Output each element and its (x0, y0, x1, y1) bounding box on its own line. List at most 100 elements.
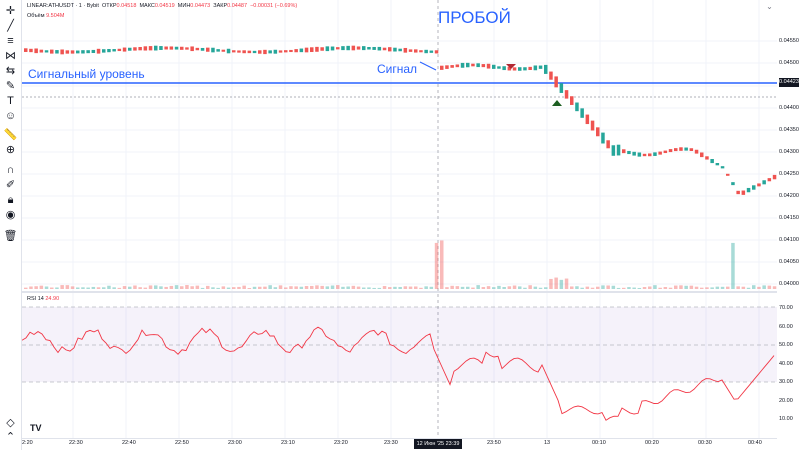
candle (258, 50, 262, 54)
candle (195, 47, 200, 51)
chevron-down-icon[interactable]: ⌄ (766, 2, 773, 11)
volume-bar (252, 286, 257, 289)
volume-bar (398, 286, 402, 289)
candle (523, 67, 527, 71)
volume-bar (627, 287, 631, 289)
volume-bar (637, 287, 642, 289)
volume-bar (336, 285, 340, 289)
drawing-toolbar: ✛ ╱ ≡ ⋈ ⇆ ✎ T ☺ 📏 ⊕ ∩ ✐ 🔒︎ ◉ 🗑︎ ◇ ⌃ (0, 0, 22, 450)
crosshair-time-label: 12 Июн '25 23:39 (414, 439, 462, 449)
candle (679, 147, 683, 151)
candle (663, 150, 668, 154)
volume-bar (143, 287, 148, 289)
volume-bar (642, 287, 647, 289)
lock-icon[interactable]: 🔒︎ (7, 194, 14, 206)
volume-bar (268, 285, 272, 289)
volume-bar (294, 286, 298, 289)
volume-bar (200, 287, 205, 289)
candle (497, 66, 501, 69)
candle (424, 49, 428, 54)
annotation-level-label[interactable]: Сигнальный уровень (28, 67, 145, 81)
price-axis[interactable] (777, 0, 800, 450)
time-axis[interactable] (22, 438, 777, 451)
volume-bar (466, 286, 470, 289)
signal-arrow (419, 61, 437, 71)
volume-bar (356, 286, 361, 289)
volume-bar (44, 286, 49, 289)
candle (242, 50, 246, 54)
volume-bar (408, 286, 413, 289)
candle (336, 47, 340, 50)
rsi-legend[interactable]: RSI 14 24.90 (27, 296, 59, 302)
volume-bar (112, 287, 116, 289)
volume-bar (263, 286, 267, 289)
candle (471, 63, 475, 67)
volume-bar (102, 287, 106, 289)
candle (653, 152, 657, 156)
magnet-icon[interactable]: ∩ (6, 164, 15, 176)
candle (512, 67, 517, 71)
annotation-title[interactable]: ПРОБОЙ (438, 8, 511, 27)
candle (29, 48, 33, 53)
volume-bar (284, 287, 288, 289)
fib-icon[interactable]: ≡ (7, 35, 14, 47)
rsi-tick: 50.00 (779, 342, 793, 348)
zoom-icon[interactable]: ⊕ (5, 144, 16, 156)
symbol-name[interactable]: LINEAR:ATHUSDT · 1 · Bybit (27, 3, 99, 9)
volume-bars (24, 240, 777, 289)
volume-bar (460, 286, 465, 289)
candle (627, 150, 631, 155)
volume-bar (310, 285, 314, 289)
collapse-icon[interactable]: ⌃ (5, 431, 16, 443)
close-value: 0.04487 (227, 3, 248, 9)
candle (752, 185, 756, 190)
candle (616, 144, 621, 156)
eye-icon[interactable]: ◉ (5, 209, 16, 221)
layers-icon[interactable]: ◇ (6, 417, 15, 429)
price-tick: 0.04050 (779, 259, 799, 265)
candle (632, 151, 636, 156)
volume-bar (148, 285, 153, 289)
stay-drawing-icon[interactable]: ✐ (5, 179, 16, 191)
candle (481, 64, 486, 68)
tradingview-logo-icon[interactable]: TV (30, 423, 42, 433)
candle (445, 65, 449, 69)
candle (107, 48, 111, 53)
prediction-icon[interactable]: ⇆ (5, 65, 16, 77)
crosshair-icon[interactable]: ✛ (5, 5, 16, 17)
ruler-icon[interactable]: 📏 (3, 129, 18, 141)
candle (180, 46, 184, 50)
trash-icon[interactable]: 🗑︎ (3, 230, 18, 242)
pattern-icon[interactable]: ⋈ (5, 50, 16, 62)
brush-icon[interactable]: ✎ (5, 80, 16, 92)
candle (60, 49, 64, 55)
candle (674, 148, 678, 152)
candle (268, 50, 272, 54)
volume-bar (752, 285, 756, 289)
volume-bar (174, 285, 179, 289)
emoji-icon[interactable]: ☺ (4, 110, 17, 122)
volume-bar (169, 285, 174, 289)
candle (356, 46, 361, 50)
annotation-signal-label[interactable]: Сигнал (377, 62, 418, 76)
candle (455, 64, 460, 68)
volume-bar (278, 285, 283, 289)
volume-bar (523, 287, 527, 289)
candle (398, 48, 402, 52)
volume-bar (55, 287, 59, 289)
volume-bar (128, 286, 132, 289)
candle (668, 149, 673, 153)
volume-bar (206, 285, 210, 289)
candle (86, 50, 90, 54)
volume-bar (247, 287, 252, 289)
trendline-icon[interactable]: ╱ (7, 20, 14, 32)
volume-legend[interactable]: Объём 9.504M (27, 13, 64, 19)
symbol-legend[interactable]: LINEAR:ATHUSDT · 1 · Bybit ОТКР0.04518 М… (27, 3, 297, 9)
chart-canvas[interactable] (22, 0, 777, 450)
volume-bar (481, 287, 486, 289)
candle (388, 47, 392, 52)
sell-marker-icon (506, 64, 516, 69)
rsi-value: 24.90 (45, 296, 60, 302)
volume-bar (138, 287, 142, 289)
text-icon[interactable]: T (7, 95, 14, 107)
